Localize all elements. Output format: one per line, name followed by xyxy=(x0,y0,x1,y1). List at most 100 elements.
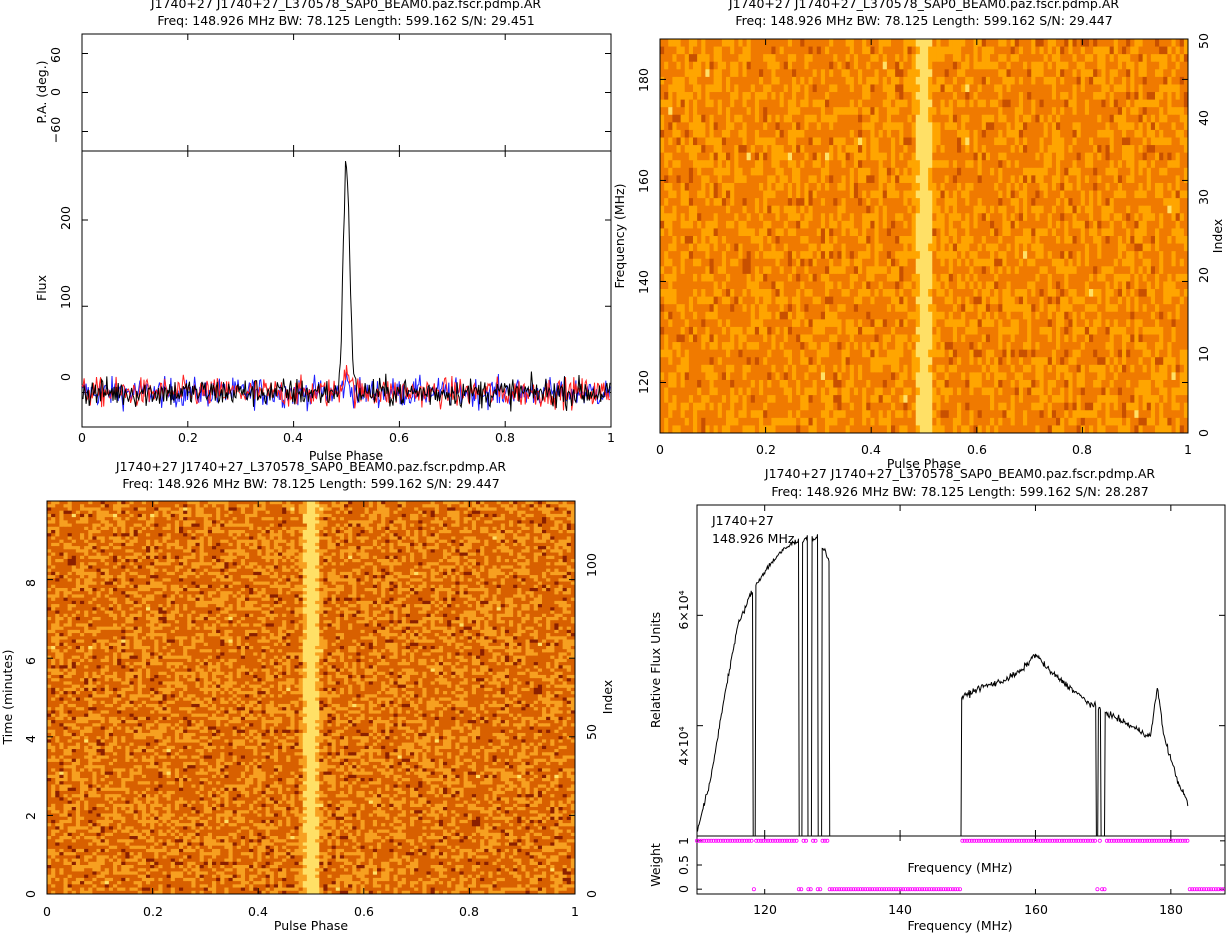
freq-phase-cell xyxy=(853,296,859,305)
freq-phase-cell xyxy=(981,311,987,320)
freq-phase-cell xyxy=(767,76,772,85)
freq-phase-cell xyxy=(1064,243,1069,252)
freq-phase-cell xyxy=(1134,182,1139,191)
freq-phase-cell xyxy=(911,61,917,70)
freq-phase-cell xyxy=(903,319,908,328)
freq-phase-cell xyxy=(750,251,756,260)
freq-phase-cell xyxy=(1183,258,1189,267)
freq-phase-cell xyxy=(833,114,838,123)
freq-phase-cell xyxy=(1175,205,1181,214)
freq-phase-cell xyxy=(1097,266,1102,275)
freq-phase-cell xyxy=(1047,190,1053,199)
freq-phase-cell xyxy=(684,61,690,70)
freq-phase-cell xyxy=(660,311,665,320)
freq-phase-cell xyxy=(709,213,715,222)
freq-phase-cell xyxy=(754,190,760,199)
freq-phase-cell xyxy=(1093,54,1098,63)
freq-phase-cell xyxy=(961,190,966,199)
freq-phase-cell xyxy=(1031,114,1036,123)
freq-phase-cell xyxy=(1002,198,1007,207)
freq-phase-cell xyxy=(853,152,859,161)
freq-phase-cell xyxy=(1155,213,1160,222)
freq-phase-cell xyxy=(895,281,900,290)
freq-phase-cell xyxy=(911,84,917,93)
freq-phase-cell xyxy=(742,129,748,138)
freq-phase-cell xyxy=(1155,69,1160,78)
freq-phase-cell xyxy=(1175,107,1181,116)
freq-phase-cell xyxy=(870,228,875,237)
freq-phase-cell xyxy=(664,304,669,313)
freq-phase-cell xyxy=(944,167,950,176)
freq-phase-cell xyxy=(940,258,946,267)
freq-phase-cell xyxy=(940,160,946,169)
freq-phase-cell xyxy=(688,228,694,237)
freq-phase-cell xyxy=(792,152,797,161)
freq-phase-cell xyxy=(1175,167,1181,176)
freq-phase-cell xyxy=(1006,84,1012,93)
freq-phase-cell xyxy=(796,175,801,184)
freq-phase-cell xyxy=(1183,273,1189,282)
freq-phase-cell xyxy=(1146,205,1152,214)
freq-phase-cell xyxy=(701,319,706,328)
freq-phase-cell xyxy=(952,198,958,207)
freq-phase-cell xyxy=(1097,122,1102,131)
freq-phase-cell xyxy=(874,281,880,290)
freq-phase-cell xyxy=(1084,304,1090,313)
freq-phase-cell xyxy=(928,190,933,199)
freq-phase-cell xyxy=(721,84,727,93)
freq-phase-cell xyxy=(1171,289,1177,298)
freq-phase-cell xyxy=(944,145,950,154)
freq-phase-cell xyxy=(965,46,970,55)
freq-phase-cell xyxy=(1134,236,1139,244)
freq-phase-cell xyxy=(796,236,801,244)
freq-phase-cell xyxy=(1068,182,1073,191)
freq-phase-cell xyxy=(1072,76,1078,85)
freq-phase-cell xyxy=(1163,281,1168,290)
freq-phase-cell xyxy=(812,326,818,335)
freq-phase-cell xyxy=(1134,296,1139,305)
freq-phase-cell xyxy=(1068,205,1073,214)
freq-phase-cell xyxy=(833,319,838,328)
freq-phase-cell xyxy=(1056,114,1061,123)
freq-phase-cell xyxy=(981,319,987,328)
freq-phase-cell xyxy=(730,228,735,237)
freq-phase-cell xyxy=(738,182,743,191)
freq-phase-cell xyxy=(1080,137,1086,146)
freq-phase-cell xyxy=(866,289,871,298)
freq-phase-cell xyxy=(1027,273,1032,282)
freq-phase-cell xyxy=(952,99,958,108)
freq-phase-cell xyxy=(841,92,847,101)
freq-phase-cell xyxy=(746,190,752,199)
freq-phase-cell xyxy=(1002,122,1007,131)
freq-phase-cell xyxy=(1051,273,1057,282)
freq-phase-cell xyxy=(796,289,801,298)
freq-phase-cell xyxy=(932,326,937,335)
freq-phase-cell xyxy=(977,54,983,63)
freq-phase-cell xyxy=(1010,251,1016,260)
freq-phase-cell xyxy=(919,296,925,305)
freq-phase-cell xyxy=(853,198,859,207)
freq-phase-cell xyxy=(1043,266,1049,275)
freq-phase-cell xyxy=(882,326,888,335)
freq-phase-cell xyxy=(899,236,904,244)
freq-phase-cell xyxy=(899,54,904,63)
freq-phase-cell xyxy=(1051,198,1057,207)
freq-phase-cell xyxy=(1105,114,1111,123)
freq-phase-cell xyxy=(680,99,686,108)
freq-phase-cell xyxy=(1031,84,1036,93)
freq-phase-cell xyxy=(697,167,702,176)
freq-phase-cell xyxy=(746,152,752,161)
freq-phase-cell xyxy=(1093,39,1098,47)
freq-phase-cell xyxy=(775,273,781,282)
freq-phase-cell xyxy=(816,251,822,260)
freq-phase-cell xyxy=(891,175,896,184)
freq-phase-cell xyxy=(746,107,752,116)
freq-phase-cell xyxy=(990,145,995,154)
freq-phase-cell xyxy=(787,182,793,191)
freq-phase-cell xyxy=(792,175,797,184)
freq-phase-cell xyxy=(717,190,723,199)
freq-phase-cell xyxy=(1109,220,1115,229)
freq-phase-cell xyxy=(862,46,867,55)
freq-phase-cell xyxy=(891,152,896,161)
freq-phase-cell xyxy=(940,54,946,63)
